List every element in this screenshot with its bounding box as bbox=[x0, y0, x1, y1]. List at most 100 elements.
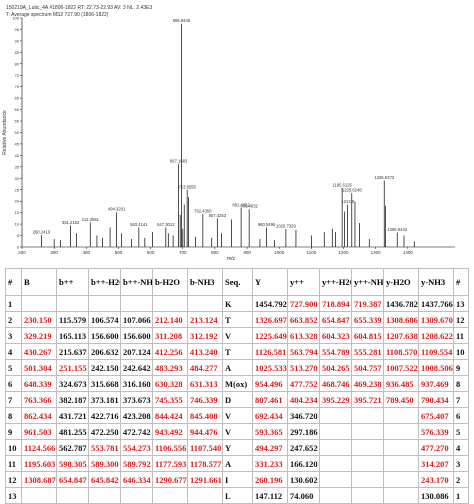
table-row: 4 430.267 215.637 206.632 207.124 412.256 413.… bbox=[5, 343, 469, 360]
y-tick-label: 20 bbox=[15, 199, 20, 204]
table-cell: 12 bbox=[453, 311, 469, 328]
table-cell: 1177.593 bbox=[152, 455, 188, 472]
table-cell: 7 bbox=[5, 391, 22, 408]
table-cell: 423.208 bbox=[120, 407, 153, 424]
table-cell: 9 bbox=[453, 359, 469, 376]
table-cell: 807.461 bbox=[252, 391, 288, 408]
table-cell bbox=[56, 487, 89, 504]
table-cell: 477.270 bbox=[418, 439, 454, 456]
table-cell: 242.642 bbox=[120, 359, 153, 376]
table-cell: 4 bbox=[5, 343, 22, 360]
x-tick-label: 700 bbox=[179, 250, 187, 255]
table-cell: 630.328 bbox=[152, 375, 188, 392]
table-cell: 954.496 bbox=[252, 375, 288, 392]
table-cell: 431.721 bbox=[56, 407, 89, 424]
table-cell: 504.757 bbox=[351, 359, 384, 376]
table-cell: 1309.670 bbox=[418, 311, 454, 328]
y-tick-label: 10 bbox=[15, 222, 20, 227]
table-cell: 654.847 bbox=[56, 471, 89, 488]
spectrum-axes: 200 300 400 500 600 700 800 900 1000 1100 1200 1300… bbox=[12, 16, 455, 255]
table-cell: 494.297 bbox=[252, 439, 288, 456]
table-cell: 324.673 bbox=[56, 375, 89, 392]
peak-label: 695.8445 bbox=[173, 18, 191, 23]
peak-label: 260.2419 bbox=[33, 230, 51, 235]
table-cell: 243.170 bbox=[418, 471, 454, 488]
table-cell: 648.339 bbox=[21, 375, 57, 392]
table-cell: 13 bbox=[453, 295, 469, 312]
peak-label: 1020.7329 bbox=[276, 224, 296, 229]
y-tick-label: 0 bbox=[17, 245, 20, 250]
table-cell: 106.574 bbox=[88, 311, 121, 328]
y-tick-label: 70 bbox=[15, 84, 20, 89]
column-header: y++-H2O bbox=[319, 268, 352, 296]
y-tick-label: 65 bbox=[15, 96, 20, 101]
peak-label: 563.4141 bbox=[130, 222, 148, 227]
spectrum-peaks bbox=[41, 23, 415, 247]
table-cell: 251.155 bbox=[56, 359, 89, 376]
table-cell bbox=[21, 487, 57, 504]
y-tick-label: 35 bbox=[15, 164, 20, 169]
table-cell: 943.492 bbox=[152, 423, 188, 440]
table-row: 9 961.503 481.255 472.250 472.742 943.492 944.… bbox=[5, 423, 469, 440]
table-cell: 12 bbox=[5, 471, 22, 488]
x-axis-label: m/z bbox=[227, 256, 236, 262]
table-cell: 563.794 bbox=[287, 343, 320, 360]
table-cell: 314.207 bbox=[418, 455, 454, 472]
table-cell: 156.600 bbox=[88, 327, 121, 344]
table-cell: 483.293 bbox=[152, 359, 188, 376]
x-tick-label: 500 bbox=[115, 250, 123, 255]
table-cell: 745.355 bbox=[152, 391, 188, 408]
table-row: 11 1195.603 598.305 589.300 589.792 1177.593 1… bbox=[5, 455, 469, 472]
table-cell: 206.632 bbox=[88, 343, 121, 360]
table-cell bbox=[383, 407, 419, 424]
table-cell: 1 bbox=[5, 295, 22, 312]
x-tick-label: 900 bbox=[243, 250, 251, 255]
table-row: 2 230.150 115.579 106.574 107.066 212.140 213.… bbox=[5, 311, 469, 328]
table-cell: 7 bbox=[453, 391, 469, 408]
table-cell bbox=[351, 407, 384, 424]
table-cell: 1291.661 bbox=[187, 471, 223, 488]
table-cell: 74.060 bbox=[287, 487, 320, 504]
table-row: 13 L 147.112 74.060 130.086 1 bbox=[5, 487, 469, 504]
table-cell: 4 bbox=[453, 439, 469, 456]
spectrum-header-line1: 150219A_Lutic_4A #1806-1822 RT: 22.73-22… bbox=[6, 5, 152, 11]
table-cell: A bbox=[222, 455, 253, 472]
table-cell: 593.365 bbox=[252, 423, 288, 440]
peak-label: 647.3012 bbox=[157, 222, 175, 227]
y-tick-label: 85 bbox=[15, 50, 20, 55]
table-cell: 1208.622 bbox=[418, 327, 454, 344]
table-cell: 315.668 bbox=[88, 375, 121, 392]
table-cell: 961.503 bbox=[21, 423, 57, 440]
table-cell bbox=[383, 471, 419, 488]
table-cell: 604.323 bbox=[319, 327, 352, 344]
table-cell bbox=[319, 423, 352, 440]
table-cell: 1 bbox=[453, 487, 469, 504]
table-cell: 1109.554 bbox=[418, 343, 454, 360]
table-cell bbox=[383, 439, 419, 456]
table-cell: 790.434 bbox=[418, 391, 454, 408]
table-cell: 412.256 bbox=[152, 343, 188, 360]
table-cell bbox=[319, 487, 352, 504]
table-cell: 346.720 bbox=[287, 407, 320, 424]
table-cell: 562.787 bbox=[56, 439, 89, 456]
table-cell bbox=[56, 295, 89, 312]
table-cell: M(ox) bbox=[222, 375, 253, 392]
table-cell: 1124.566 bbox=[21, 439, 57, 456]
table-cell: 130.086 bbox=[418, 487, 454, 504]
y-tick-label: 60 bbox=[15, 107, 20, 112]
table-cell: 937.469 bbox=[418, 375, 454, 392]
table-cell: 11 bbox=[453, 327, 469, 344]
table-cell: 655.339 bbox=[351, 311, 384, 328]
x-tick-label: 1000 bbox=[274, 250, 285, 255]
table-cell: 1308.686 bbox=[383, 311, 419, 328]
peak-label: 1326.5373 bbox=[374, 175, 394, 180]
table-cell: 1008.506 bbox=[418, 359, 454, 376]
table-cell bbox=[319, 407, 352, 424]
table-cell: V bbox=[222, 327, 253, 344]
peak-label: 351.2152 bbox=[62, 220, 80, 225]
table-cell: 1326.697 bbox=[252, 311, 288, 328]
table-cell: 484.277 bbox=[187, 359, 223, 376]
table-cell: 554.273 bbox=[120, 439, 153, 456]
table-cell: 312.192 bbox=[187, 327, 223, 344]
table-cell: 6 bbox=[453, 407, 469, 424]
